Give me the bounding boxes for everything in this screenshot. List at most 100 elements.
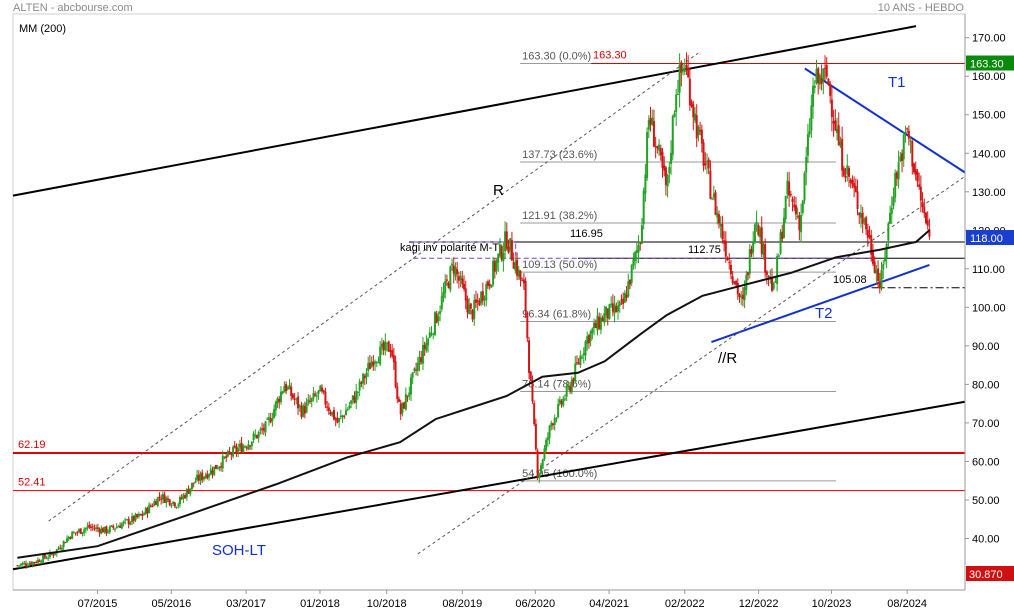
candle-body <box>379 346 382 365</box>
candle-body <box>329 412 332 415</box>
candle-body <box>606 308 609 319</box>
candle-body <box>670 152 673 164</box>
candle-body <box>565 385 568 397</box>
candle-body <box>630 264 633 283</box>
candle-body <box>25 563 28 566</box>
trendline-label: //R <box>718 350 737 367</box>
candle-body <box>250 441 253 447</box>
candle-body <box>264 421 267 433</box>
candle-body <box>79 528 82 534</box>
candle-body <box>522 279 525 284</box>
scale-low-bg <box>966 566 1014 581</box>
last-price-label-bg <box>966 230 1014 246</box>
candle-body <box>705 161 708 163</box>
candle-body <box>668 167 671 174</box>
candle-body <box>415 369 418 371</box>
candle-body <box>343 415 346 417</box>
candlesticks <box>16 52 931 569</box>
candle-body <box>723 240 726 244</box>
candle-body <box>66 538 69 543</box>
candle-body <box>870 235 873 255</box>
candle-body <box>72 532 75 534</box>
candle-body <box>452 265 455 274</box>
candle-body <box>432 333 435 335</box>
candle-body <box>463 283 466 289</box>
trendline <box>711 264 930 343</box>
candle-body <box>367 362 370 371</box>
horizontal-level-label: 163.30 <box>593 50 627 62</box>
candle-body <box>350 400 353 404</box>
candle-body <box>570 380 573 393</box>
candle-body <box>587 335 590 344</box>
candle-body <box>38 560 41 563</box>
y-tick-label: 110.00 <box>972 264 1005 276</box>
candle-body <box>757 224 760 235</box>
candle-body <box>789 194 792 196</box>
candle-body <box>469 303 472 309</box>
candle-body <box>882 264 885 270</box>
candle-body <box>878 282 881 289</box>
candle-body <box>437 316 440 321</box>
x-tick-label: 06/2020 <box>515 598 555 610</box>
candle-body <box>454 267 457 277</box>
candle-body <box>529 371 532 382</box>
candle-body <box>163 494 166 503</box>
candle-body <box>632 259 635 266</box>
candle-body <box>481 291 484 301</box>
candle-body <box>382 342 385 351</box>
candle-body <box>197 475 200 481</box>
candle-body <box>370 361 373 368</box>
candle-body <box>139 514 142 516</box>
candle-body <box>877 268 880 282</box>
candle-body <box>439 311 442 315</box>
candle-body <box>288 385 291 389</box>
candle-body <box>245 447 248 449</box>
candle-body <box>695 115 698 139</box>
candle-body <box>759 228 762 238</box>
candle-body <box>221 455 224 469</box>
candle-body <box>18 565 21 567</box>
candle-body <box>887 223 890 241</box>
candle-body <box>533 403 536 424</box>
candle-body <box>509 238 512 251</box>
y-tick-label: 140.00 <box>972 148 1006 160</box>
candle-body <box>510 240 513 261</box>
candle-body <box>394 361 397 387</box>
candle-body <box>521 280 524 282</box>
candle-body <box>319 385 322 392</box>
trendline <box>12 25 917 197</box>
candle-body <box>374 361 377 364</box>
candle-body <box>449 266 452 291</box>
candle-body <box>238 443 241 448</box>
candle-body <box>86 526 89 528</box>
trendline <box>417 175 966 555</box>
source-label: ALTEN - abcbourse.com <box>13 2 133 14</box>
candle-body <box>834 120 837 131</box>
candle-body <box>113 528 116 530</box>
candle-body <box>798 215 801 231</box>
candle-body <box>586 336 589 344</box>
candle-body <box>772 282 775 289</box>
candle-body <box>480 291 483 304</box>
candle-body <box>392 355 395 363</box>
candle-body <box>849 179 852 183</box>
candle-body <box>112 525 115 528</box>
candle-body <box>493 261 496 272</box>
candle-body <box>647 120 650 130</box>
candle-body <box>19 564 22 566</box>
candle-body <box>546 437 549 441</box>
candle-body <box>305 402 308 413</box>
candle-body <box>817 68 820 84</box>
candle-body <box>464 288 467 301</box>
y-tick-label: 150.00 <box>972 110 1006 122</box>
candle-body <box>204 475 207 479</box>
candle-body <box>324 391 327 405</box>
candle-body <box>202 476 205 480</box>
candle-body <box>740 296 743 298</box>
candle-body <box>760 227 763 254</box>
y-tick-label: 80.00 <box>972 379 1000 391</box>
candle-body <box>651 117 654 125</box>
candle-body <box>247 444 250 450</box>
candle-body <box>468 304 471 315</box>
